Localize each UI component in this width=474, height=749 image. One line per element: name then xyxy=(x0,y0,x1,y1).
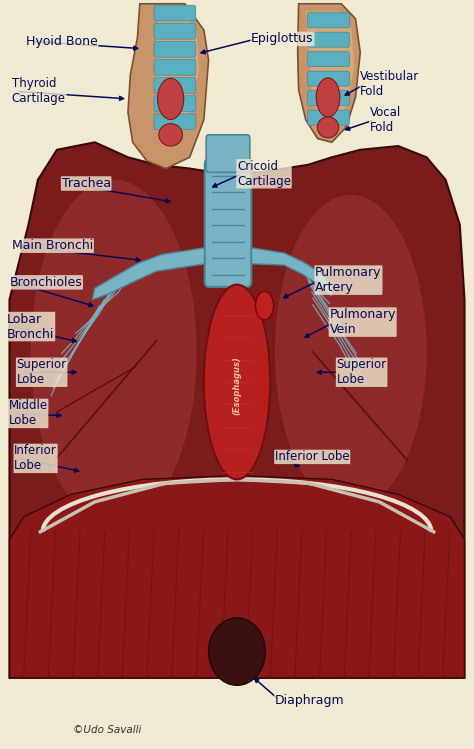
Text: Bronchioles: Bronchioles xyxy=(9,276,82,289)
Polygon shape xyxy=(155,11,199,135)
Ellipse shape xyxy=(317,117,338,138)
Polygon shape xyxy=(128,4,209,169)
Polygon shape xyxy=(92,247,209,300)
FancyBboxPatch shape xyxy=(154,41,196,57)
FancyBboxPatch shape xyxy=(308,13,349,28)
Text: Trachea: Trachea xyxy=(62,177,111,190)
Polygon shape xyxy=(9,142,465,678)
Text: Main Bronchi: Main Bronchi xyxy=(12,239,93,252)
FancyBboxPatch shape xyxy=(308,110,349,125)
Text: Inferior Lobe: Inferior Lobe xyxy=(275,450,349,464)
Text: (Esophagus): (Esophagus) xyxy=(233,357,241,415)
Text: Pulmonary
Artery: Pulmonary Artery xyxy=(315,266,382,294)
Text: Cricoid
Cartilage: Cricoid Cartilage xyxy=(237,160,291,188)
Text: Thyroid
Cartilage: Thyroid Cartilage xyxy=(12,77,66,106)
Ellipse shape xyxy=(316,78,340,117)
FancyBboxPatch shape xyxy=(154,96,196,112)
Text: Vocal
Fold: Vocal Fold xyxy=(370,106,401,134)
Ellipse shape xyxy=(157,79,183,120)
Polygon shape xyxy=(306,11,355,127)
FancyBboxPatch shape xyxy=(308,52,349,67)
FancyBboxPatch shape xyxy=(308,32,349,47)
FancyBboxPatch shape xyxy=(308,91,349,106)
Text: Middle
Lobe: Middle Lobe xyxy=(9,399,48,428)
FancyBboxPatch shape xyxy=(154,60,196,76)
FancyBboxPatch shape xyxy=(154,23,196,39)
FancyBboxPatch shape xyxy=(206,135,250,172)
Text: Pulmonary
Vein: Pulmonary Vein xyxy=(329,308,396,336)
Text: Lobar
Bronchi: Lobar Bronchi xyxy=(7,312,55,341)
Ellipse shape xyxy=(209,618,265,685)
Text: Diaphragm: Diaphragm xyxy=(275,694,345,707)
Text: Vestibular
Fold: Vestibular Fold xyxy=(360,70,419,98)
Ellipse shape xyxy=(31,180,197,524)
Ellipse shape xyxy=(204,285,270,479)
Ellipse shape xyxy=(159,124,182,146)
Text: Epiglottus: Epiglottus xyxy=(251,32,314,46)
Text: ©Udo Savalli: ©Udo Savalli xyxy=(73,725,142,736)
FancyBboxPatch shape xyxy=(308,71,349,86)
FancyBboxPatch shape xyxy=(154,5,196,21)
FancyBboxPatch shape xyxy=(154,78,196,94)
Text: Superior
Lobe: Superior Lobe xyxy=(17,358,67,386)
Polygon shape xyxy=(9,476,465,678)
Text: Inferior
Lobe: Inferior Lobe xyxy=(14,444,57,473)
Text: Hyoid Bone: Hyoid Bone xyxy=(26,34,98,48)
Text: Superior
Lobe: Superior Lobe xyxy=(337,358,387,386)
Ellipse shape xyxy=(275,195,427,509)
FancyBboxPatch shape xyxy=(205,159,251,287)
Polygon shape xyxy=(247,247,332,296)
Polygon shape xyxy=(298,4,360,142)
Ellipse shape xyxy=(255,291,273,320)
FancyBboxPatch shape xyxy=(154,114,196,130)
